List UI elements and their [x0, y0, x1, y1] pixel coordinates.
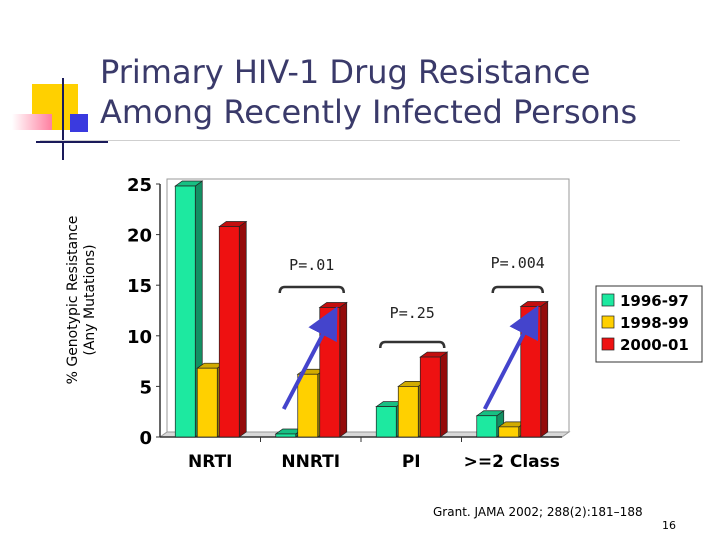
x-tick-label: PI: [402, 452, 421, 472]
p-value-bracket: [278, 285, 345, 294]
legend-swatch: [601, 293, 615, 307]
bar: [275, 433, 297, 438]
y-tick-label: 15: [127, 276, 152, 297]
y-tick-label: 20: [127, 226, 152, 247]
y-tick-label: 25: [127, 175, 152, 196]
legend-swatch: [601, 315, 615, 329]
y-tick-label: 5: [139, 377, 152, 398]
bar: [196, 367, 218, 438]
p-value-label: P=.004: [491, 254, 545, 272]
bar: [419, 356, 441, 438]
trend-arrow: [482, 305, 539, 410]
slide-title-line-1: Primary HIV-1 Drug Resistance: [100, 53, 591, 91]
page-number: 16: [662, 519, 676, 532]
bar: [476, 415, 498, 438]
x-tick-label: NNRTI: [281, 452, 340, 472]
bar-side: [439, 351, 448, 438]
corner-vertical-line: [62, 78, 64, 160]
corner-pink-bar: [12, 114, 52, 130]
p-value-label: P=.25: [390, 304, 435, 322]
bar-side: [339, 301, 348, 438]
trend-arrow: [281, 306, 338, 410]
p-value-bracket: [491, 285, 544, 294]
legend-label: 1998-99: [620, 314, 689, 332]
bar: [218, 226, 240, 438]
legend-swatch: [601, 337, 615, 351]
y-tick-label: 0: [139, 428, 152, 449]
legend-label: 1996-97: [620, 292, 689, 310]
bar-side: [540, 300, 549, 438]
bar: [498, 426, 520, 438]
bar: [520, 306, 542, 438]
y-tick-label: 10: [127, 327, 152, 348]
x-tick-label: NRTI: [188, 452, 232, 472]
bar-side: [238, 220, 247, 438]
p-value-label: P=.01: [289, 256, 334, 274]
citation: Grant. JAMA 2002; 288(2):181–188: [433, 505, 643, 519]
bar: [397, 386, 419, 438]
corner-blue-square: [70, 114, 88, 132]
bar: [297, 373, 319, 438]
corner-horizontal-line: [36, 141, 108, 143]
legend-label: 2000-01: [620, 336, 689, 354]
slide-title: Primary HIV-1 Drug Resistance Among Rece…: [100, 52, 700, 132]
x-tick-label: >=2 Class: [464, 452, 560, 472]
bar: [319, 307, 341, 438]
p-value-bracket: [379, 340, 446, 349]
slide-title-line-2: Among Recently Infected Persons: [100, 93, 638, 131]
bar: [174, 185, 196, 438]
bar: [375, 406, 397, 438]
title-divider: [40, 140, 680, 141]
